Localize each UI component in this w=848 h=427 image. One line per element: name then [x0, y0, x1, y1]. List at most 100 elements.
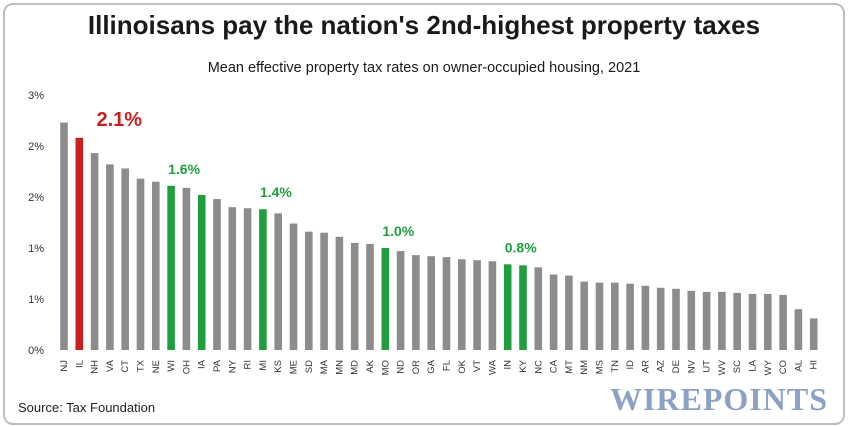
- y-tick-label: 2%: [28, 141, 44, 153]
- bar-mt: [565, 275, 573, 350]
- bar-de: [672, 288, 680, 350]
- x-tick-label: AK: [365, 359, 376, 372]
- bar-sc: [733, 292, 741, 350]
- data-label-mi: 1.4%: [260, 184, 292, 200]
- x-tick-label: RI: [243, 360, 254, 370]
- bar-wi: [167, 185, 175, 350]
- bar-al: [794, 309, 803, 350]
- x-tick-label: TN: [610, 360, 621, 373]
- bar-az: [656, 287, 665, 350]
- x-tick-label: MS: [595, 360, 606, 374]
- x-tick-label: NV: [686, 359, 697, 373]
- bar-ga: [427, 256, 435, 350]
- bar-ne: [152, 181, 160, 350]
- bar-tx: [136, 178, 145, 350]
- x-tick-label: CA: [549, 359, 560, 373]
- x-tick-label: LA: [748, 359, 759, 371]
- x-tick-label: MT: [564, 360, 575, 374]
- x-tick-label: IA: [197, 359, 208, 369]
- data-label-mo: 1.0%: [382, 223, 414, 239]
- bar-ca: [549, 274, 558, 350]
- y-tick-label: 1%: [28, 294, 44, 306]
- x-tick-label: IN: [503, 360, 514, 370]
- x-tick-label: DE: [671, 360, 682, 373]
- x-tick-label: SC: [732, 360, 743, 373]
- x-tick-label: GA: [426, 359, 437, 373]
- bar-vt: [473, 260, 481, 350]
- bar-nj: [60, 122, 68, 350]
- x-tick-label: WI: [166, 360, 177, 372]
- y-tick-label: 1%: [28, 243, 44, 255]
- x-tick-label: NJ: [59, 360, 70, 372]
- x-tick-label: AL: [793, 360, 804, 372]
- x-tick-label: NM: [579, 360, 590, 375]
- x-tick-label: HI: [809, 360, 820, 370]
- bar-la: [748, 293, 757, 350]
- bar-ar: [641, 285, 650, 350]
- bar-hi: [809, 318, 818, 350]
- x-tick-label: WA: [487, 359, 498, 375]
- x-tick-label: VT: [472, 360, 483, 372]
- y-tick-label: 2%: [28, 192, 44, 204]
- bar-sd: [305, 231, 313, 350]
- x-tick-label: CO: [778, 360, 789, 374]
- x-tick-label: SD: [304, 360, 315, 373]
- x-tick-label: KY: [518, 359, 529, 372]
- bar-nh: [90, 153, 99, 350]
- wirepoints-logo: WIREPOINTS: [609, 381, 828, 417]
- x-tick-label: OR: [411, 360, 422, 374]
- bar-nd: [396, 251, 405, 350]
- x-tick-label: ND: [396, 360, 407, 374]
- bar-ma: [320, 232, 328, 350]
- x-tick-label: AR: [640, 360, 651, 373]
- x-tick-label: MN: [334, 360, 345, 375]
- bar-wy: [764, 293, 772, 350]
- x-tick-label: UT: [702, 360, 713, 373]
- bar-ky: [519, 265, 527, 350]
- chart-subtitle: Mean effective property tax rates on own…: [207, 60, 641, 76]
- x-tick-label: AZ: [656, 360, 667, 372]
- bar-mi: [259, 209, 267, 350]
- x-tick-label: NE: [151, 360, 162, 373]
- bar-wv: [718, 291, 726, 350]
- y-tick-label: 0%: [28, 345, 44, 357]
- bar-nv: [687, 290, 696, 350]
- x-tick-label: IL: [74, 360, 85, 368]
- bar-co: [779, 294, 787, 350]
- data-label-il: 2.1%: [97, 109, 143, 131]
- bar-in: [503, 264, 512, 350]
- y-tick-label: 3%: [28, 90, 44, 102]
- x-tick-label: MI: [258, 360, 269, 371]
- bar-nm: [580, 281, 588, 350]
- bar-ok: [458, 259, 466, 350]
- bar-mo: [381, 248, 390, 350]
- x-tick-label: PA: [212, 359, 223, 372]
- bar-ny: [228, 207, 237, 350]
- data-label-in: 0.8%: [505, 239, 537, 255]
- x-tick-label: TX: [136, 359, 147, 372]
- chart-title: Illinoisans pay the nation's 2nd-highest…: [87, 10, 761, 40]
- bar-or: [412, 255, 420, 350]
- bar-ms: [595, 282, 604, 350]
- x-tick-label: KS: [273, 360, 284, 373]
- x-tick-label: CT: [120, 360, 131, 373]
- bar-me: [289, 223, 298, 350]
- bar-fl: [442, 257, 451, 350]
- x-tick-label: MD: [350, 360, 361, 375]
- bar-ct: [121, 168, 129, 350]
- bar-il: [75, 137, 84, 350]
- bar-ri: [243, 208, 252, 350]
- bar-md: [350, 242, 359, 350]
- x-tick-label: VA: [105, 359, 116, 372]
- data-label-wi: 1.6%: [168, 161, 200, 177]
- bar-tn: [611, 282, 619, 350]
- x-tick-label: NC: [533, 360, 544, 374]
- bar-oh: [182, 187, 191, 350]
- x-tick-label: ID: [625, 360, 636, 370]
- bar-wa: [488, 261, 497, 350]
- x-tick-label: FL: [442, 360, 453, 371]
- bar-ks: [274, 213, 282, 350]
- bar-pa: [213, 199, 221, 350]
- bar-mn: [335, 236, 344, 350]
